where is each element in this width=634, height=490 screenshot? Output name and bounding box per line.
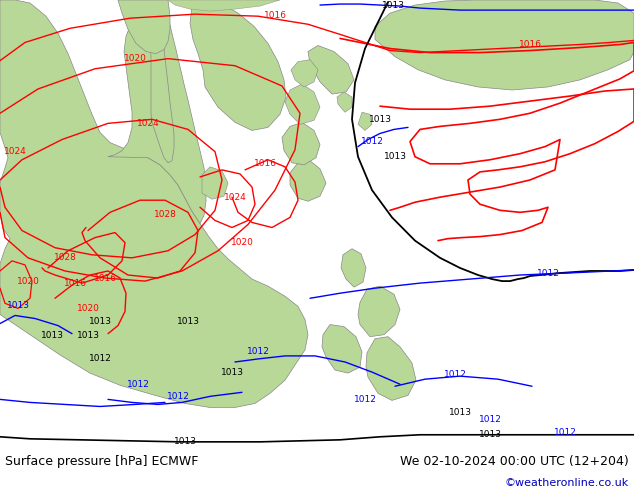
Polygon shape (358, 112, 372, 130)
Polygon shape (337, 92, 352, 112)
Text: 1016: 1016 (264, 11, 287, 20)
Polygon shape (190, 0, 286, 130)
Text: 1020: 1020 (124, 54, 146, 63)
Text: 1013: 1013 (382, 0, 404, 10)
Text: We 02-10-2024 00:00 UTC (12+204): We 02-10-2024 00:00 UTC (12+204) (400, 455, 629, 468)
Text: ©weatheronline.co.uk: ©weatheronline.co.uk (505, 478, 629, 488)
Polygon shape (118, 0, 170, 53)
Polygon shape (291, 60, 318, 87)
Text: 1012: 1012 (536, 269, 559, 277)
Polygon shape (322, 324, 362, 373)
Text: 1012: 1012 (361, 137, 384, 146)
Polygon shape (146, 0, 174, 163)
Text: 1016: 1016 (93, 273, 117, 283)
Text: 1012: 1012 (479, 415, 501, 424)
Text: 1024: 1024 (4, 147, 27, 156)
Text: 1013: 1013 (221, 368, 243, 377)
Polygon shape (168, 0, 280, 11)
Polygon shape (366, 337, 416, 400)
Polygon shape (341, 249, 366, 287)
Text: 1016: 1016 (254, 159, 276, 168)
Polygon shape (0, 0, 308, 408)
Text: 1012: 1012 (167, 392, 190, 401)
Text: 1020: 1020 (16, 276, 39, 286)
Text: 1012: 1012 (354, 395, 377, 404)
Text: 1020: 1020 (77, 304, 100, 313)
Text: 1024: 1024 (136, 119, 159, 128)
Polygon shape (358, 286, 400, 337)
Text: 1012: 1012 (247, 347, 269, 356)
Text: 1013: 1013 (384, 152, 406, 161)
Text: 1013: 1013 (176, 317, 200, 326)
Text: 1012: 1012 (553, 428, 576, 437)
Text: 1013: 1013 (41, 331, 63, 340)
Text: 1016: 1016 (519, 40, 541, 49)
Polygon shape (202, 167, 228, 199)
Text: 1028: 1028 (153, 210, 176, 219)
Polygon shape (290, 161, 326, 201)
Text: 1013: 1013 (77, 331, 100, 340)
Text: 1013: 1013 (448, 408, 472, 417)
Polygon shape (108, 0, 206, 223)
Text: 1024: 1024 (224, 193, 247, 202)
Text: 1028: 1028 (53, 253, 77, 262)
Polygon shape (285, 84, 320, 124)
Text: 1012: 1012 (444, 369, 467, 379)
Text: 1013: 1013 (368, 115, 392, 124)
Polygon shape (375, 0, 634, 90)
Text: 1016: 1016 (63, 279, 86, 288)
Text: Surface pressure [hPa] ECMWF: Surface pressure [hPa] ECMWF (5, 455, 198, 468)
Text: 1012: 1012 (89, 354, 112, 364)
Text: 1020: 1020 (231, 238, 254, 247)
Polygon shape (308, 46, 354, 94)
Text: 1013: 1013 (89, 317, 112, 326)
Text: 1013: 1013 (174, 438, 197, 446)
Text: 1013: 1013 (479, 430, 501, 439)
Text: 1012: 1012 (127, 380, 150, 389)
Text: 1013: 1013 (6, 301, 30, 310)
Polygon shape (282, 122, 320, 165)
